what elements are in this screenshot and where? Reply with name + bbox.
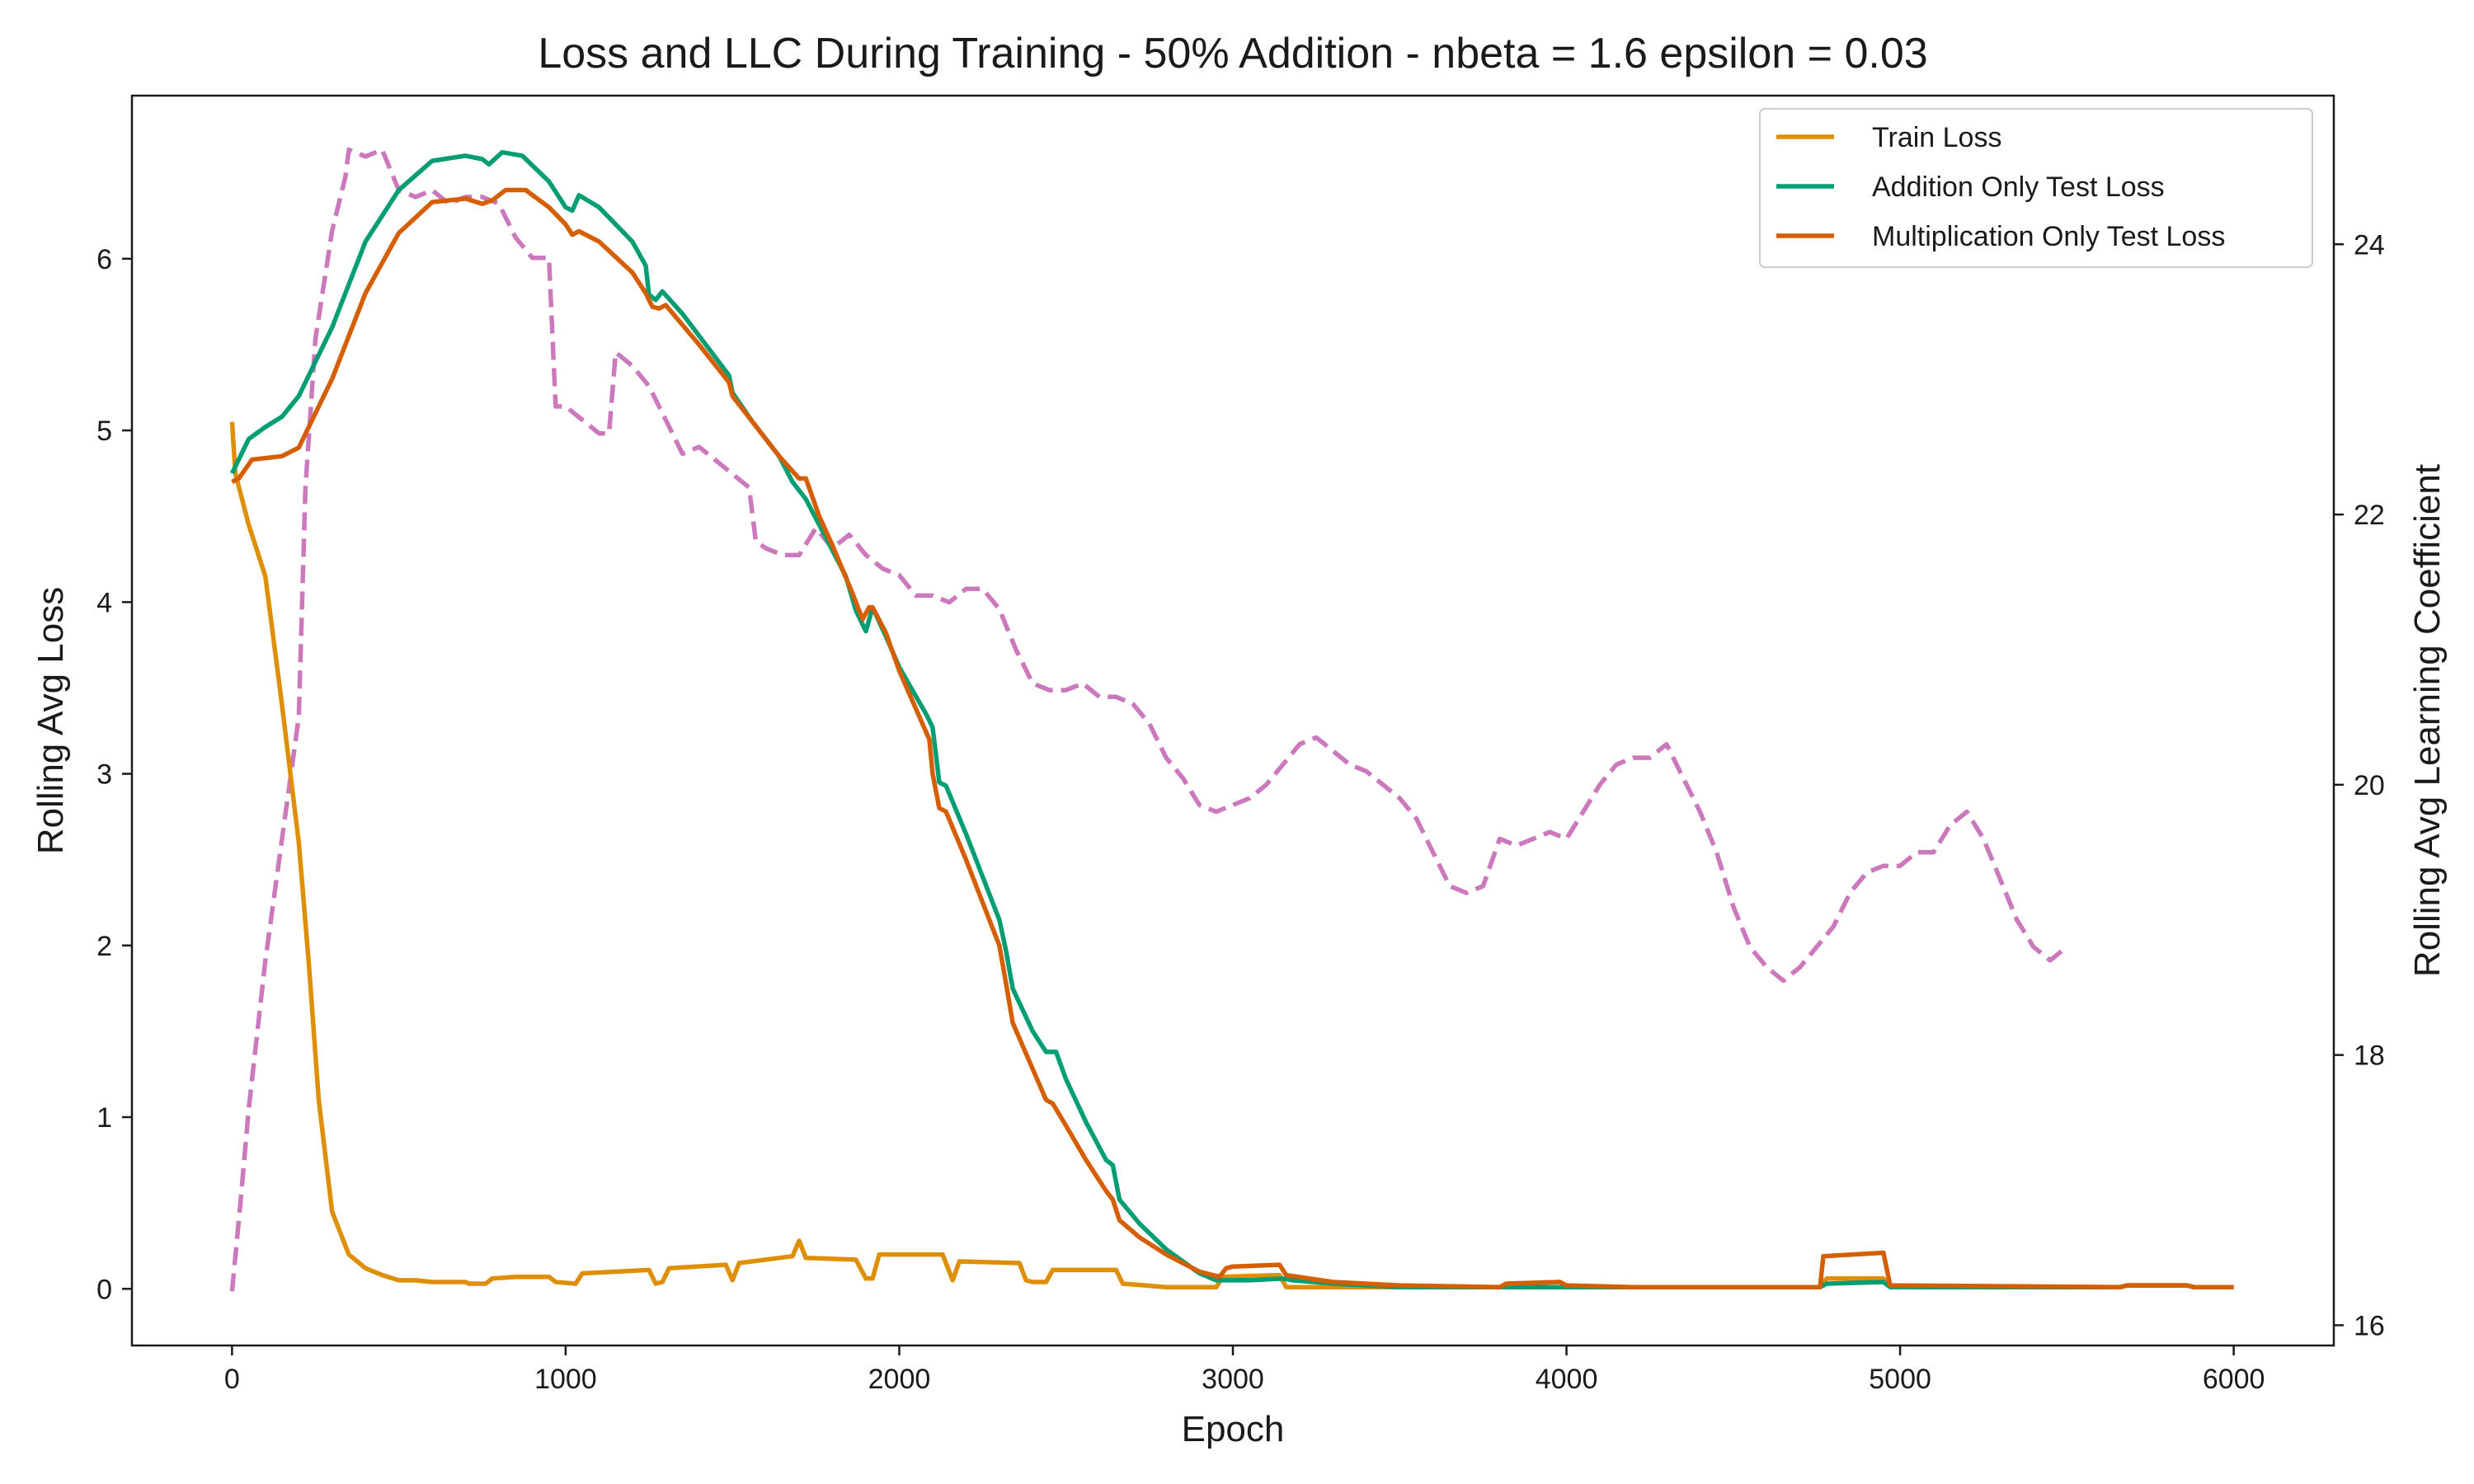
y-tick-label: 0 [96,1274,112,1305]
series-line-addition-test-loss [229,149,2234,1289]
x-tick-label: 5000 [1869,1364,1931,1395]
y2-tick-label: 22 [2354,500,2385,531]
legend: Train Loss Addition Only Test Loss Multi… [1759,108,2313,268]
x-tick-label: 0 [224,1364,240,1395]
x-tick-label: 2000 [868,1364,931,1395]
series-line-llc [229,147,2069,1292]
series-line-multiplication-test-loss [231,187,2234,1289]
x-axis: 0 1000 2000 3000 4000 5000 6000 [224,1345,2265,1395]
x-axis-label: Epoch [1182,1409,1285,1449]
y2-axis-label: Rolling Avg Learning Coefficient [2407,464,2448,977]
y2-tick-label: 16 [2354,1310,2385,1341]
legend-box [1759,108,2313,268]
legend-label-addition-test-loss: Addition Only Test Loss [1872,171,2165,203]
y-axis-right: 16 18 20 22 24 [2334,229,2385,1341]
y-tick-label: 1 [96,1102,112,1134]
y2-tick-label: 18 [2354,1040,2385,1072]
x-tick-label: 3000 [1202,1364,1264,1395]
x-tick-label: 4000 [1536,1364,1598,1395]
y2-tick-label: 24 [2354,229,2385,261]
y2-tick-label: 20 [2354,770,2385,801]
legend-label-multiplication-test-loss: Multiplication Only Test Loss [1872,221,2225,252]
legend-label-train-loss: Train Loss [1872,122,2001,153]
x-tick-label: 1000 [534,1364,597,1395]
plot-frame [130,94,2335,1347]
y-tick-label: 6 [96,244,112,275]
chart-title: Loss and LLC During Training - 50% Addit… [538,30,1927,77]
y-tick-label: 3 [96,759,112,791]
y-tick-label: 5 [96,416,112,447]
plot-area [229,147,2234,1292]
y-axis-left: 0 1 2 3 4 5 6 [96,244,132,1305]
y-tick-label: 2 [96,931,112,962]
y-axis-label: Rolling Avg Loss [31,587,71,855]
x-tick-label: 6000 [2203,1364,2265,1395]
y-tick-label: 4 [96,587,112,618]
